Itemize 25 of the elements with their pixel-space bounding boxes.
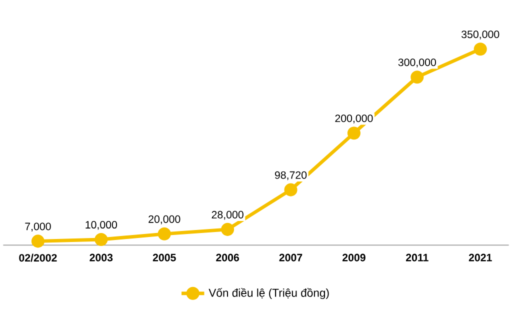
x-tick-label: 2003 — [90, 254, 113, 262]
legend-label: Vốn điều lệ (Triệu đồng) — [208, 288, 329, 300]
data-label: 7,000 — [25, 222, 51, 232]
x-tick-label: 2021 — [468, 254, 492, 262]
point — [347, 126, 360, 140]
x-tick-label: 02/2002 — [19, 254, 57, 262]
data-label: 20,000 — [148, 215, 180, 224]
point — [94, 232, 108, 246]
x-tick-label: 2011 — [406, 254, 428, 262]
x-tick-label: 2007 — [279, 254, 302, 262]
data-label: 28,000 — [212, 210, 244, 220]
point — [284, 183, 298, 196]
x-tick-label: 2005 — [152, 254, 176, 262]
x-tick-label: 2009 — [342, 254, 366, 262]
point — [221, 222, 234, 236]
data-label: 98,720 — [274, 171, 307, 180]
x-tick-label: 2006 — [216, 254, 240, 262]
data-label: 350,000 — [462, 30, 500, 40]
point — [474, 42, 487, 56]
data-label: 10,000 — [86, 221, 118, 230]
point — [158, 227, 171, 240]
point — [410, 70, 424, 84]
point — [31, 234, 44, 248]
data-label: 300,000 — [398, 58, 436, 68]
data-label: 200,000 — [335, 114, 373, 124]
